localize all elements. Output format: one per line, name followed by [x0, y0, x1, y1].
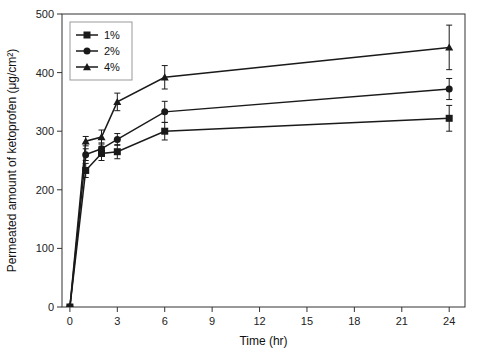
error-bar-cap [83, 136, 89, 137]
error-bar-cap [114, 110, 120, 111]
x-tick-label: 12 [253, 315, 265, 327]
plot-frame [62, 14, 465, 307]
error-bar-cap [446, 99, 452, 100]
data-point [97, 133, 105, 140]
x-tick-label: 18 [348, 315, 360, 327]
error-bar-cap [446, 25, 452, 26]
y-tick [57, 131, 62, 132]
legend: 1% 2% 4% [70, 22, 132, 80]
data-point [161, 108, 168, 115]
x-axis-label: Time (hr) [239, 334, 287, 348]
data-point [114, 136, 121, 143]
y-tick-label: 400 [36, 67, 54, 79]
data-point [66, 303, 74, 307]
data-point [82, 151, 89, 158]
error-bar [162, 101, 168, 122]
y-tick [57, 189, 62, 190]
data-point [445, 43, 453, 50]
data-point [446, 115, 453, 122]
error-bar-cap [99, 154, 105, 155]
error-bar [114, 145, 120, 159]
series-line [70, 89, 449, 307]
x-tick-label: 0 [67, 315, 73, 327]
y-axis-label: Permeated amount of ketoprofen (μg/cm²) [5, 49, 19, 273]
data-point [82, 137, 90, 144]
y-tick [57, 248, 62, 249]
data-point [161, 73, 169, 80]
error-bar-cap [114, 93, 120, 94]
error-bar-cap [162, 101, 168, 102]
y-tick [57, 14, 62, 15]
error-bar-cap [446, 131, 452, 132]
data-point [446, 86, 453, 93]
error-bar-cap [99, 130, 105, 131]
y-tick-label: 200 [36, 184, 54, 196]
error-bar-cap [446, 69, 452, 70]
error-bar-cap [83, 145, 89, 146]
error-bar [446, 105, 452, 131]
series-line [70, 118, 449, 307]
x-tick-label: 21 [396, 315, 408, 327]
y-tick-label: 300 [36, 125, 54, 137]
data-point [66, 304, 73, 308]
error-bar [162, 122, 168, 140]
error-bar-cap [446, 78, 452, 79]
error-bar-cap [99, 144, 105, 145]
error-bar-cap [114, 145, 120, 146]
chart-container: 0 3 6 9 12 15 18 21 24 0 100 200 300 400 500 Time (hr) P… [0, 0, 480, 353]
y-tick [57, 72, 62, 73]
legend-marker [83, 63, 91, 70]
error-bar [114, 134, 120, 146]
plot-background [62, 14, 465, 307]
error-bar-cap [162, 122, 168, 123]
x-tick [449, 307, 450, 312]
data-point [113, 98, 121, 105]
x-tick-label: 24 [443, 315, 455, 327]
error-bar-cap [446, 105, 452, 106]
x-tick [401, 307, 402, 312]
data-point [66, 304, 73, 308]
legend-frame [70, 22, 132, 80]
error-bar [446, 78, 452, 99]
x-tick [259, 307, 260, 312]
data-point [161, 128, 168, 135]
x-tick-label: 15 [301, 315, 313, 327]
error-bar-cap [162, 65, 168, 66]
error-bar-cap [114, 133, 120, 134]
error-bar-cap [162, 139, 168, 140]
error-bar-cap [162, 89, 168, 90]
x-tick-label: 9 [209, 315, 215, 327]
series-line [70, 47, 449, 307]
x-tick-label: 3 [114, 315, 120, 327]
legend-label: 4% [104, 61, 120, 73]
x-tick [306, 307, 307, 312]
y-tick [57, 307, 62, 308]
x-tick-label: 6 [162, 315, 168, 327]
legend-marker [84, 32, 91, 39]
y-tick-label: 100 [36, 242, 54, 254]
legend-label: 2% [104, 45, 120, 57]
x-tick [354, 307, 355, 312]
error-bar [99, 143, 105, 155]
y-tick-label: 0 [48, 301, 54, 313]
x-tick [164, 307, 165, 312]
chart-svg: 0 3 6 9 12 15 18 21 24 0 100 200 300 400 500 Time (hr) P… [0, 0, 480, 353]
x-tick [212, 307, 213, 312]
error-bar-cap [162, 122, 168, 123]
data-point [98, 145, 105, 152]
x-tick [117, 307, 118, 312]
legend-label: 1% [104, 29, 120, 41]
data-point [114, 148, 121, 155]
legend-marker [84, 48, 91, 55]
error-bar-cap [114, 158, 120, 159]
y-tick-label: 500 [36, 8, 54, 20]
error-bar-cap [99, 160, 105, 161]
x-tick [69, 307, 70, 312]
